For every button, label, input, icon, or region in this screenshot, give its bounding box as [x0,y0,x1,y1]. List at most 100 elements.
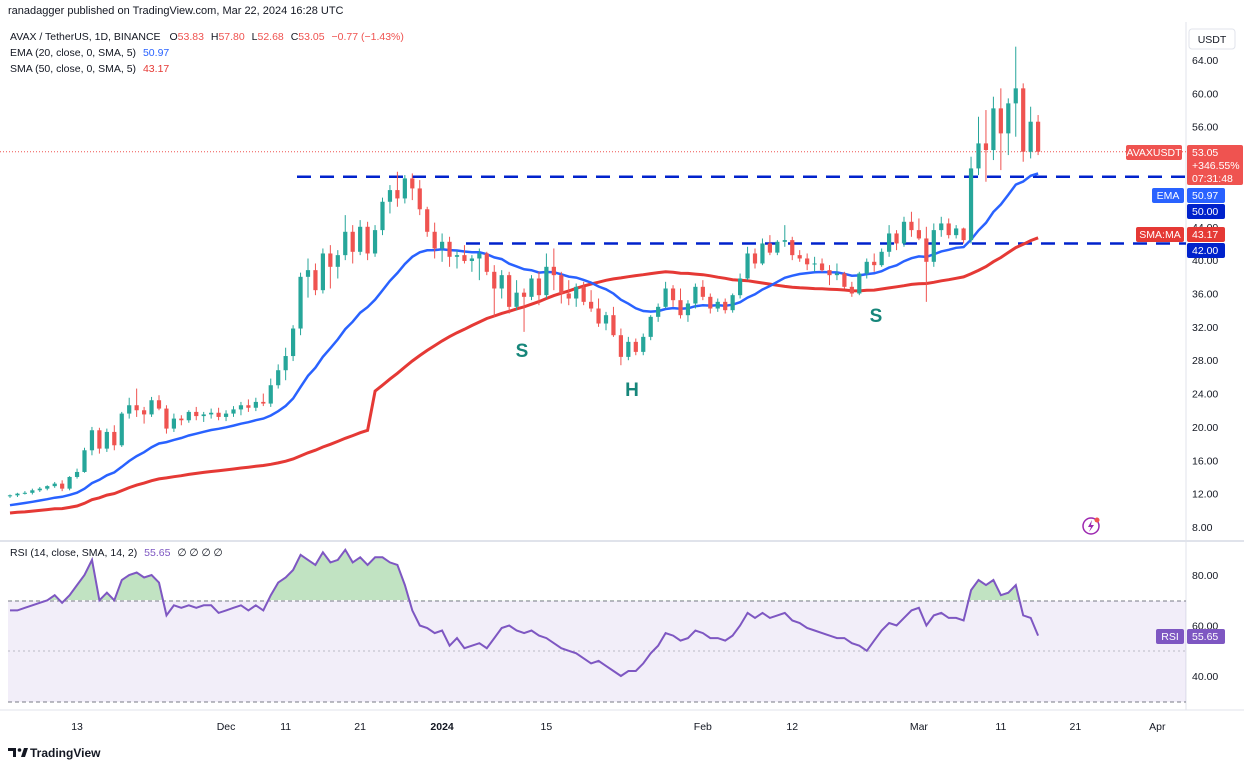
level-42-tag[interactable]: 42.00 [1187,243,1225,258]
candle-body[interactable] [581,286,586,302]
candle-body[interactable] [499,275,504,289]
candle-body[interactable] [685,303,691,316]
candle-body[interactable] [291,328,296,357]
candle-body[interactable] [52,483,57,487]
candle-body[interactable] [305,270,311,277]
candle-body[interactable] [924,238,929,262]
candle-body[interactable] [320,253,325,291]
candle-body[interactable] [849,286,854,294]
candle-body[interactable] [954,228,959,236]
candle-body[interactable] [656,306,661,317]
candle-body[interactable] [410,178,415,189]
candle-body[interactable] [82,450,87,472]
candle-body[interactable] [857,273,862,294]
candle-body[interactable] [745,253,750,279]
candle-body[interactable] [380,201,385,231]
candle-body[interactable] [879,251,884,266]
candle-body[interactable] [901,221,907,244]
candle-body[interactable] [156,400,162,409]
candle-body[interactable] [931,230,936,262]
candle-body[interactable] [834,273,840,276]
candle-body[interactable] [216,412,221,417]
time-axis-labels[interactable]: 13 Dec 11 21 2024 15 Feb 12 Mar 11 21 Apr [71,721,1166,733]
candle-body[interactable] [261,401,266,404]
ema-price-tag[interactable]: EMA 50.97 [1152,188,1225,203]
candle-body[interactable] [477,253,482,259]
candle-body[interactable] [976,143,981,169]
candle-body[interactable] [775,241,780,253]
candle-body[interactable] [447,241,452,257]
candle-body[interactable] [97,430,102,449]
lightning-icon[interactable] [1082,517,1100,535]
candle-body[interactable] [708,296,713,309]
rsi-price-tag[interactable]: RSI 55.65 [1156,629,1225,644]
candle-body[interactable] [968,168,974,241]
candle-body[interactable] [171,418,176,429]
candle-body[interactable] [104,431,109,449]
candle-body[interactable] [596,308,601,324]
candle-body[interactable] [700,286,705,297]
candlesticks[interactable] [7,46,1041,498]
candle-body[interactable] [887,233,892,252]
candle-body[interactable] [551,266,556,276]
candle-body[interactable] [536,278,542,296]
candle-body[interactable] [566,293,571,299]
candle-body[interactable] [864,261,869,274]
candle-body[interactable] [238,405,244,410]
candle-body[interactable] [350,231,355,252]
candle-body[interactable] [454,255,460,257]
candle-body[interactable] [544,266,549,296]
candle-body[interactable] [7,495,13,497]
candle-body[interactable] [343,231,348,256]
candle-body[interactable] [231,409,236,414]
candle-body[interactable] [268,385,273,404]
candle-body[interactable] [209,412,214,415]
candle-body[interactable] [819,263,825,271]
candle-body[interactable] [484,253,489,272]
candle-body[interactable] [633,341,638,352]
level-50-tag[interactable]: 50.00 [1187,204,1225,219]
candle-body[interactable] [30,490,35,493]
candle-body[interactable] [74,471,80,477]
candle-body[interactable] [589,301,594,309]
candle-body[interactable] [462,255,467,261]
candle-body[interactable] [738,278,743,296]
candle-body[interactable] [603,315,609,324]
candle-body[interactable] [328,253,333,267]
candle-body[interactable] [119,413,124,446]
candle-body[interactable] [648,316,653,337]
rsi-line[interactable] [10,547,1040,678]
candle-body[interactable] [134,405,139,411]
candle-body[interactable] [335,255,340,267]
candle-body[interactable] [618,335,623,357]
candle-body[interactable] [760,243,765,264]
candle-body[interactable] [194,411,199,417]
candle-body[interactable] [179,418,184,421]
candle-body[interactable] [432,231,437,249]
candle-body[interactable] [149,400,154,415]
candle-body[interactable] [1013,88,1018,104]
candle-body[interactable] [37,488,42,491]
candle-body[interactable] [991,108,996,151]
sma-price-tag[interactable]: SMA:MA 43.17 [1136,227,1225,242]
candle-body[interactable] [402,178,407,199]
candle-body[interactable] [417,188,422,210]
candle-body[interactable] [1021,88,1026,152]
rsi-pane[interactable] [0,542,1186,710]
candle-body[interactable] [298,276,303,329]
candle-body[interactable] [223,413,229,417]
candle-body[interactable] [313,270,318,291]
candle-body[interactable] [998,108,1003,134]
candle-body[interactable] [663,288,668,307]
candle-body[interactable] [387,190,393,202]
candle-body[interactable] [797,255,802,259]
price-pane[interactable] [0,0,1186,540]
candle-body[interactable] [730,295,735,311]
symbol-price-tag[interactable]: AVAXUSDT 53.05 +346.55% 07:31:48 [1126,145,1243,185]
currency-button[interactable] [1188,28,1236,50]
candle-body[interactable] [425,209,430,232]
candle-body[interactable] [715,301,720,309]
candle-body[interactable] [894,233,899,244]
